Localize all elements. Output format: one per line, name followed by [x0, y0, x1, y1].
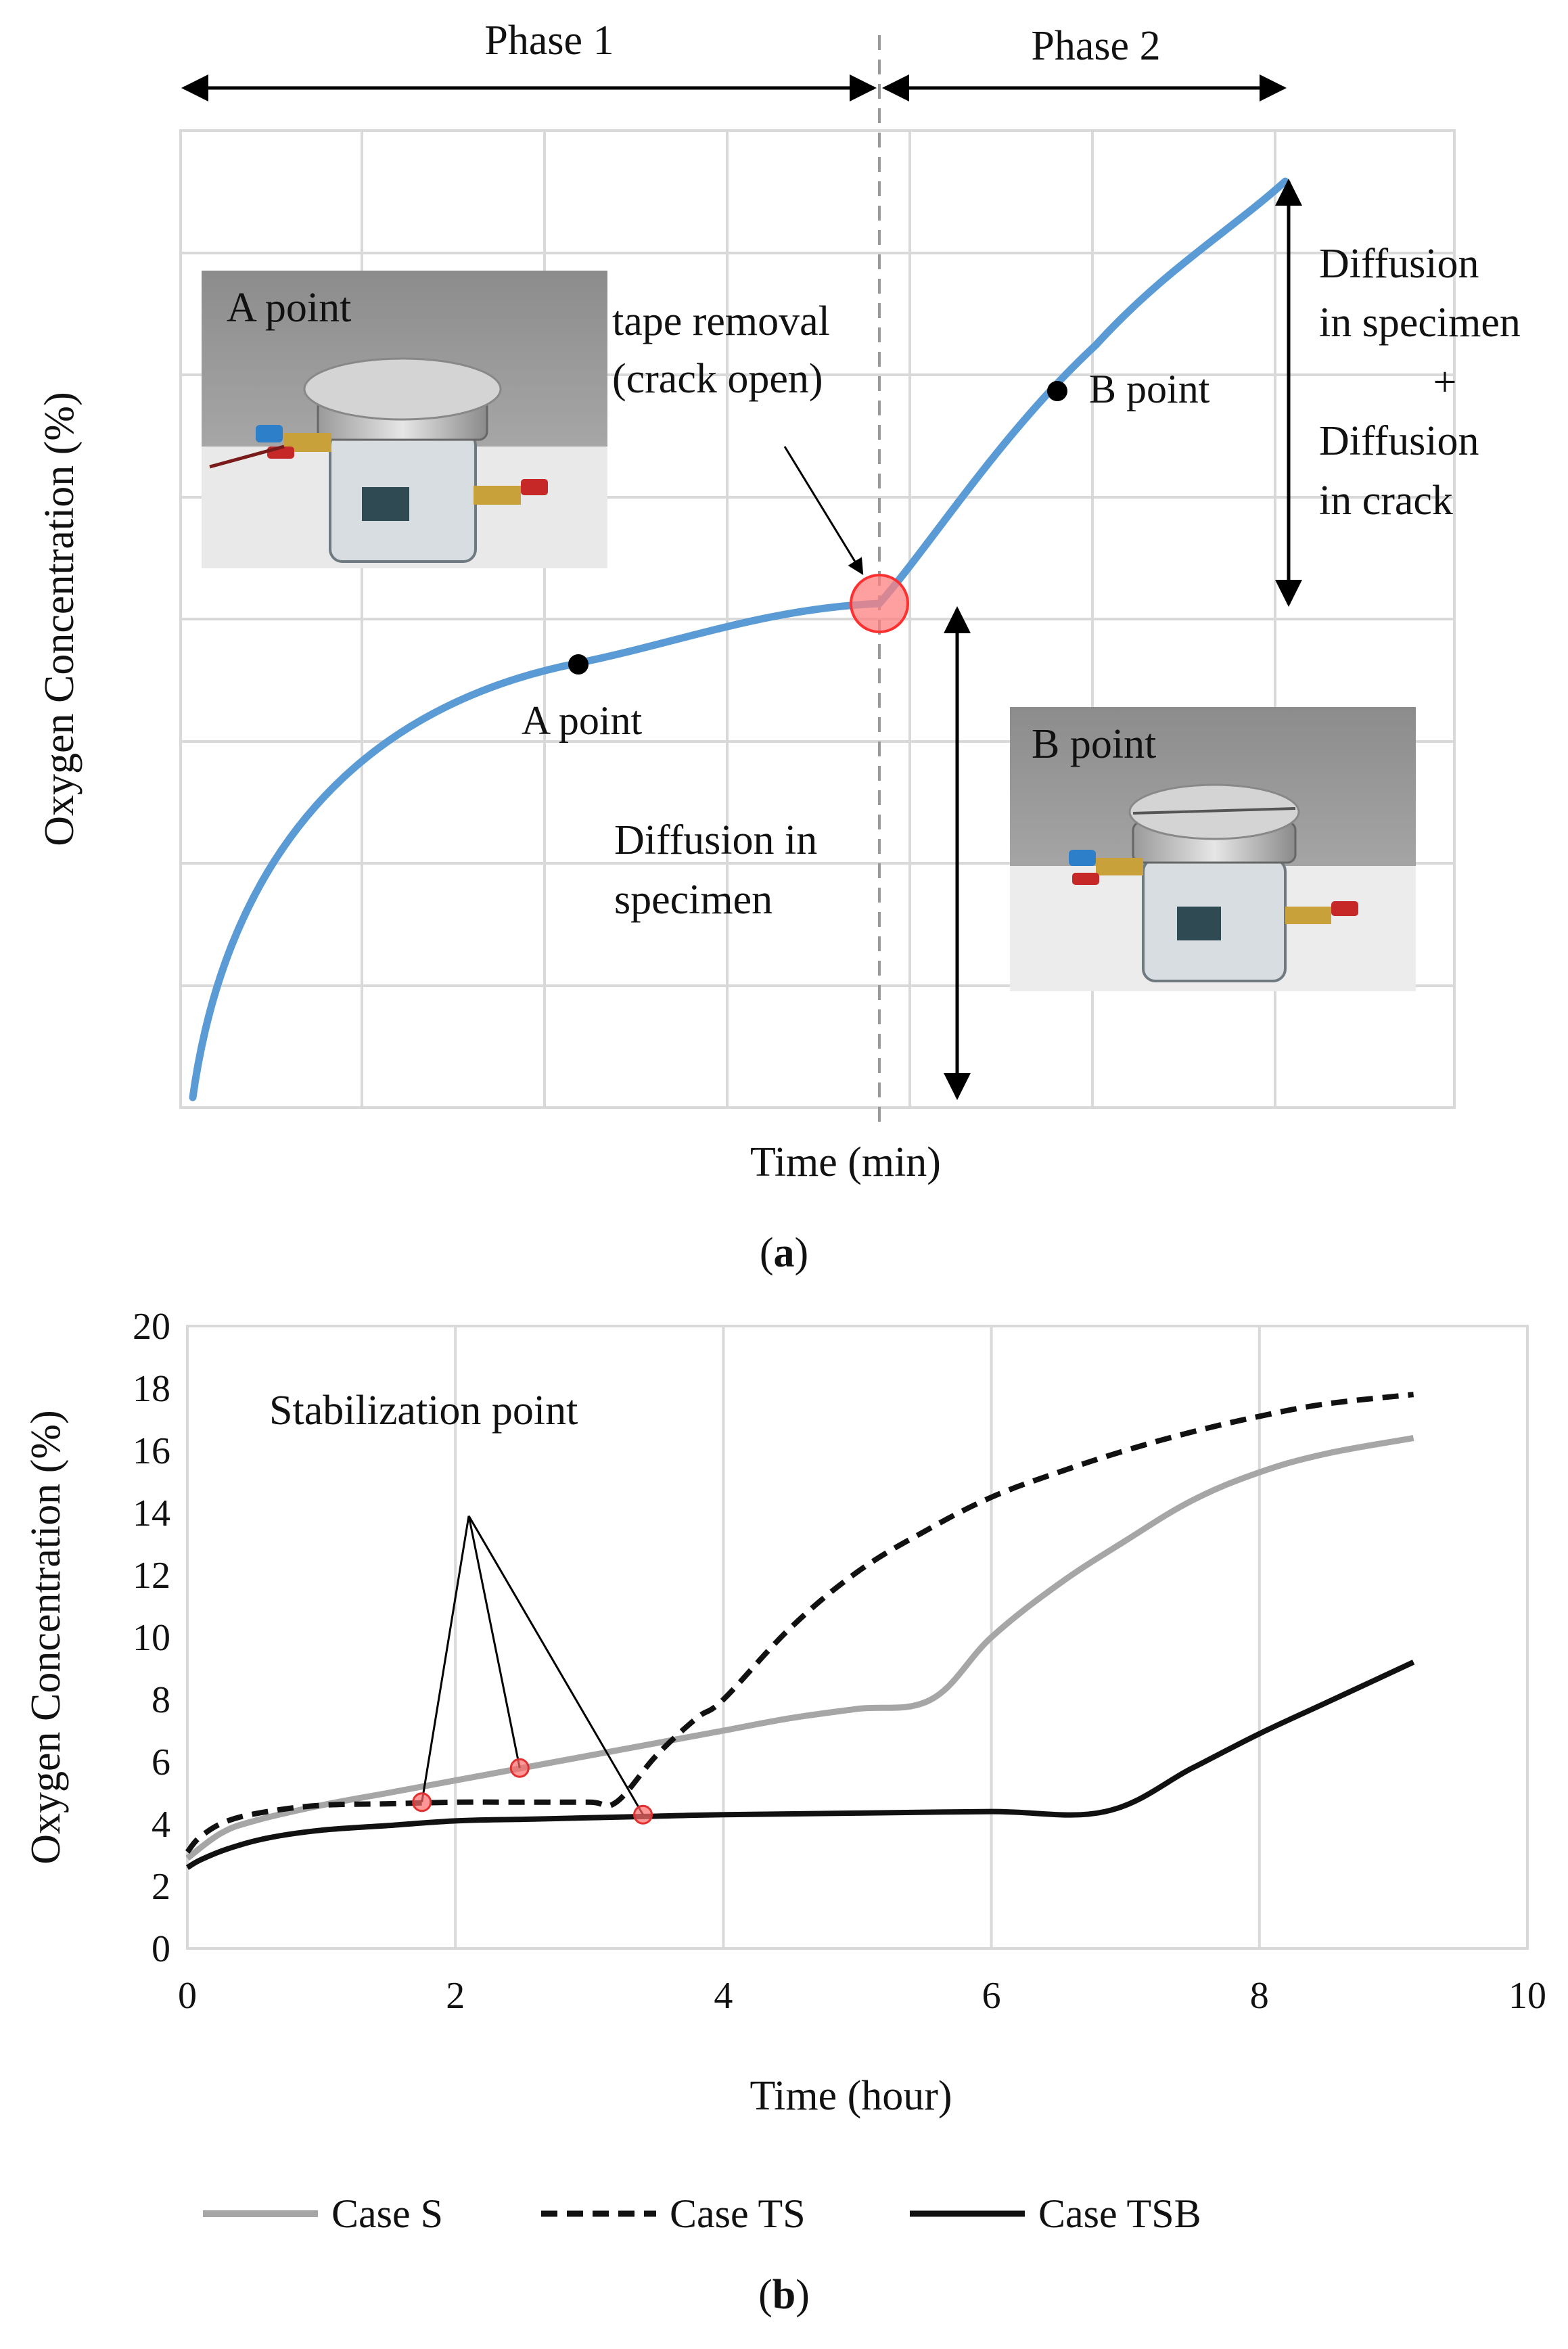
legend-label: Case TS	[670, 2191, 806, 2236]
y-tick-label: 4	[152, 1804, 170, 1846]
y-tick-label: 6	[152, 1741, 170, 1783]
diffusion-in-label: Diffusion in	[614, 817, 817, 863]
y-tick-label: 20	[133, 1306, 170, 1348]
stabilization-point-marker	[509, 1758, 530, 1778]
foil-tape	[303, 357, 502, 421]
y-tick-label: 12	[133, 1555, 170, 1597]
stabilization-pointer-line	[467, 1515, 521, 1769]
y-tick-label: 16	[133, 1430, 170, 1472]
x-tick-label: 10	[1508, 1975, 1546, 2017]
y-tick-label: 8	[152, 1679, 170, 1721]
panel-a-grid	[181, 131, 1454, 1108]
stabilization-point-marker	[633, 1804, 653, 1825]
panel-b-ylabel: Oxygen Concentration (%)	[23, 1410, 69, 1864]
chart-tick-labels: 0 2 4 6 8 10 0 2 4 6 8 10 12 14 16 18 20	[133, 1306, 1546, 2017]
y-tick-label: 0	[152, 1928, 170, 1970]
phase2-label: Phase 2	[1031, 23, 1160, 69]
crack-open-marker	[850, 574, 909, 633]
panel-a-schematic: Phase 1 Phase 2 Oxygen Concentration (%)…	[37, 18, 1521, 1276]
panel-b-caption: (b)	[758, 2272, 810, 2318]
a-point-dot	[568, 654, 589, 675]
tape-removal-pointer	[783, 446, 864, 576]
x-tick-label: 6	[982, 1975, 1001, 2017]
right-annot-3: +	[1433, 359, 1457, 405]
stabilization-pointer-line	[421, 1515, 470, 1803]
legend-label: Case S	[331, 2191, 443, 2236]
plot-frame	[186, 1325, 1529, 1950]
a-point-label: A point	[522, 698, 643, 743]
right-annot-4: Diffusion	[1319, 418, 1479, 464]
photo-b: B point	[1010, 707, 1416, 991]
stabilization-label: Stabilization point	[269, 1388, 578, 1434]
phase1-label: Phase 1	[484, 18, 614, 64]
panel-a-caption-letter: a	[774, 1230, 795, 1276]
panel-a-xlabel: Time (min)	[750, 1139, 941, 1185]
series-line-case-tsb	[185, 1660, 1415, 1870]
y-tick-label: 18	[133, 1368, 170, 1410]
stabilization-point-marker	[412, 1792, 432, 1812]
right-annot-5: in crack	[1319, 478, 1453, 524]
chart-legend: Case S Case TS Case TSB	[203, 2191, 1201, 2236]
chart-axes	[186, 1325, 1529, 1950]
crack-open-label: (crack open)	[612, 356, 823, 402]
panel-a-ylabel: Oxygen Concentration (%)	[37, 392, 83, 846]
y-tick-label: 2	[152, 1866, 170, 1908]
photo-b-label: B point	[1032, 721, 1156, 767]
stabilization-pointer-line	[467, 1515, 644, 1815]
b-point-label: B point	[1089, 367, 1210, 411]
stabilization-annotation	[412, 1515, 653, 1825]
right-annot-2: in specimen	[1319, 300, 1521, 346]
panel-b-caption-letter: b	[773, 2272, 795, 2318]
right-annot-1: Diffusion	[1319, 241, 1479, 287]
x-tick-label: 8	[1250, 1975, 1269, 2017]
oxygen-curve	[189, 177, 1289, 1101]
series-line-case-ts	[185, 1392, 1414, 1854]
x-tick-label: 0	[178, 1975, 197, 2017]
series-line-case-s	[185, 1435, 1414, 1861]
photo-a: A point	[202, 271, 607, 568]
panel-b-xlabel: Time (hour)	[750, 2073, 952, 2119]
panel-a-caption: (a)	[760, 1230, 808, 1276]
legend-label: Case TSB	[1038, 2191, 1201, 2236]
tape-removal-label: tape removal	[612, 298, 830, 344]
photo-a-label: A point	[227, 285, 351, 331]
b-point-dot	[1047, 381, 1067, 401]
specimen-label: specimen	[614, 877, 773, 923]
x-tick-label: 4	[714, 1975, 733, 2017]
x-tick-label: 2	[446, 1975, 465, 2017]
y-tick-label: 14	[133, 1492, 170, 1534]
y-tick-label: 10	[133, 1617, 170, 1659]
chart-series	[185, 1392, 1415, 1870]
